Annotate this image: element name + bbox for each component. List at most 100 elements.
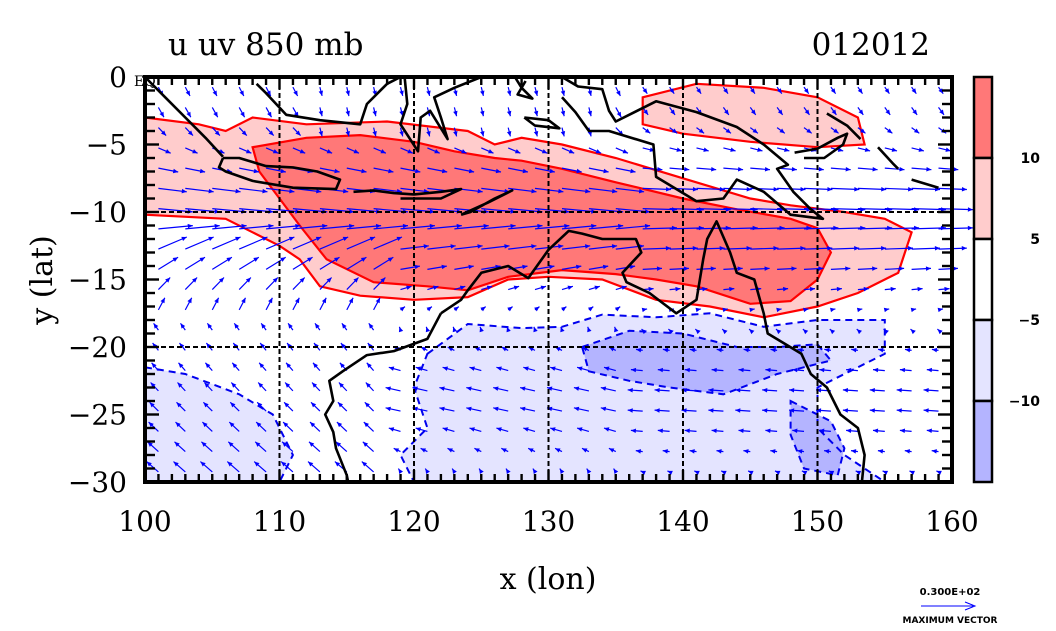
wind-vector xyxy=(335,441,348,453)
wind-vector xyxy=(743,449,751,454)
wind-vector xyxy=(453,127,458,137)
wind-vector xyxy=(420,447,428,453)
y-tick-label: −5 xyxy=(86,129,127,162)
y-tick-label: −30 xyxy=(68,466,127,499)
wind-vector xyxy=(388,366,401,372)
wind-vector xyxy=(630,428,643,434)
wind-vector xyxy=(911,147,925,152)
wind-vector xyxy=(427,167,448,174)
wind-vector xyxy=(158,223,193,230)
wind-vector xyxy=(211,297,220,311)
wind-vector xyxy=(281,441,294,453)
wind-vector xyxy=(481,285,493,291)
wind-vector xyxy=(287,322,294,331)
wind-vector xyxy=(749,86,756,95)
wind-vector xyxy=(884,246,914,251)
wind-vector xyxy=(454,285,466,291)
wind-vector xyxy=(480,127,485,137)
wind-vector xyxy=(204,362,213,371)
wind-vector xyxy=(373,297,381,311)
wind-vector xyxy=(177,382,186,392)
wind-vector xyxy=(600,406,616,412)
wind-vector xyxy=(789,387,805,393)
wind-vector xyxy=(341,322,348,331)
wind-vector xyxy=(373,147,387,154)
wind-vector xyxy=(493,406,509,412)
colorbar-level-label: 10 xyxy=(1021,151,1041,167)
wind-vector xyxy=(519,386,536,392)
wind-vector xyxy=(255,421,267,432)
wind-vector xyxy=(501,346,509,352)
wind-vector xyxy=(559,468,565,474)
wind-vector xyxy=(373,236,403,250)
wind-vector xyxy=(846,367,858,373)
wind-vector xyxy=(238,297,247,311)
coastline-borneo xyxy=(255,75,402,126)
wind-vector xyxy=(815,408,831,413)
wind-vector xyxy=(400,285,412,291)
wind-vector xyxy=(586,468,592,474)
wind-vector xyxy=(896,408,912,413)
wind-vector xyxy=(399,127,404,137)
wind-vector xyxy=(708,387,724,393)
wind-vector xyxy=(533,86,539,97)
wind-vector xyxy=(802,328,809,335)
max-vector-label: MAXIMUM VECTOR xyxy=(902,616,997,626)
wind-vector xyxy=(508,187,537,194)
wind-vector xyxy=(400,264,421,270)
wind-vector xyxy=(614,326,619,333)
wind-vector xyxy=(533,326,538,333)
y-axis-label: y (lat) xyxy=(25,235,60,325)
colorbar-level-label: −5 xyxy=(1019,313,1040,329)
wind-vector xyxy=(211,256,233,270)
wind-vector xyxy=(669,147,682,152)
wind-vector xyxy=(442,427,455,432)
wind-vector xyxy=(857,107,864,116)
wind-vector xyxy=(884,187,914,192)
wind-vector xyxy=(506,326,511,333)
wind-vector xyxy=(830,107,837,116)
wind-vector xyxy=(201,421,213,432)
coastline-halmahera xyxy=(513,76,534,100)
wind-vector xyxy=(723,147,736,152)
wind-vector xyxy=(365,382,375,392)
wind-vector xyxy=(696,86,702,95)
wind-vector xyxy=(238,147,252,154)
wind-vector xyxy=(669,167,690,172)
shaded-regions xyxy=(145,83,912,482)
wind-vector xyxy=(519,406,536,412)
wind-vector xyxy=(185,187,214,194)
wind-vector xyxy=(776,307,782,313)
wind-vector xyxy=(560,86,566,97)
wind-vector xyxy=(762,387,778,393)
wind-vector xyxy=(398,326,404,333)
wind-vector xyxy=(635,449,643,454)
max-vector-value: 0.300E+02 xyxy=(920,587,981,598)
wind-vector xyxy=(910,328,916,335)
wind-vector xyxy=(469,427,482,432)
wind-vector xyxy=(588,167,609,174)
wind-vector xyxy=(642,266,663,271)
wind-vector xyxy=(184,127,194,137)
wind-vector xyxy=(694,470,700,476)
wind-vector xyxy=(310,401,321,412)
wind-vector xyxy=(723,266,743,271)
wind-vector xyxy=(178,362,186,371)
wind-vector xyxy=(603,427,616,432)
wind-vector xyxy=(748,328,755,335)
wind-vector xyxy=(338,382,348,392)
colorbar-level-label: 5 xyxy=(1030,232,1040,248)
wind-vector xyxy=(830,86,837,95)
y-tick-label: −25 xyxy=(68,399,127,432)
wind-vector xyxy=(587,326,592,333)
wind-vector xyxy=(722,307,728,313)
wind-vector xyxy=(561,223,597,230)
wind-vector xyxy=(346,147,360,154)
wind-vector xyxy=(308,441,321,453)
wind-vector xyxy=(576,366,590,372)
wind-vector xyxy=(696,187,725,192)
wind-vector xyxy=(238,256,260,270)
wind-vector xyxy=(747,470,754,476)
wind-vector xyxy=(292,297,300,311)
wind-vector xyxy=(560,107,566,117)
